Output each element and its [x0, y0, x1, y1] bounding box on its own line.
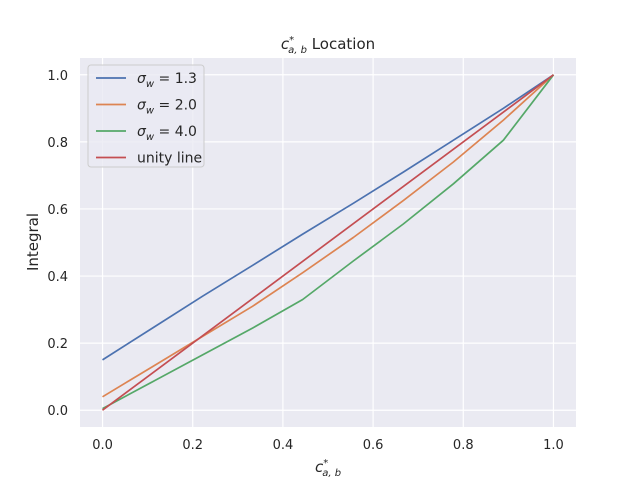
x-tick-label: 0.4	[273, 438, 294, 453]
x-tick-label: 0.0	[92, 438, 113, 453]
y-tick-label: 0.2	[47, 337, 68, 352]
legend-label: σw = 2.0	[137, 98, 197, 117]
grid	[80, 58, 576, 427]
legend-box	[87, 64, 205, 168]
chart-title: c* a, b Location	[281, 35, 375, 56]
x-axis-label: c* a, b	[315, 458, 341, 479]
x-tick-label: 0.8	[453, 438, 474, 453]
series-line-1	[102, 74, 554, 361]
y-axis-ticks: 0.0 0.2 0.4 0.6 0.8 1.0	[47, 69, 68, 419]
x-tick-label: 0.6	[363, 438, 384, 453]
legend: σw = 1.3 σw = 2.0 σw = 4.0 unity line	[87, 64, 205, 168]
y-tick-label: 0.0	[47, 404, 68, 419]
y-tick-label: 0.4	[47, 270, 68, 285]
legend-label: σw = 1.3	[137, 71, 197, 90]
series-line-3	[102, 74, 555, 410]
x-tick-label: 1.0	[543, 438, 564, 453]
series-layer	[101, 74, 555, 411]
y-tick-label: 0.6	[47, 203, 68, 218]
x-axis-ticks: 0.0 0.2 0.4 0.6 0.8 1.0	[92, 438, 564, 453]
y-tick-label: 1.0	[47, 69, 68, 84]
legend-label: σw = 4.0	[137, 124, 197, 143]
x-tick-label: 0.2	[182, 438, 203, 453]
y-tick-label: 0.8	[47, 136, 68, 151]
y-axis-label: Integral	[24, 213, 42, 271]
series-line-4	[101, 74, 555, 411]
legend-label: unity line	[137, 151, 202, 167]
series-line-2	[102, 74, 555, 398]
